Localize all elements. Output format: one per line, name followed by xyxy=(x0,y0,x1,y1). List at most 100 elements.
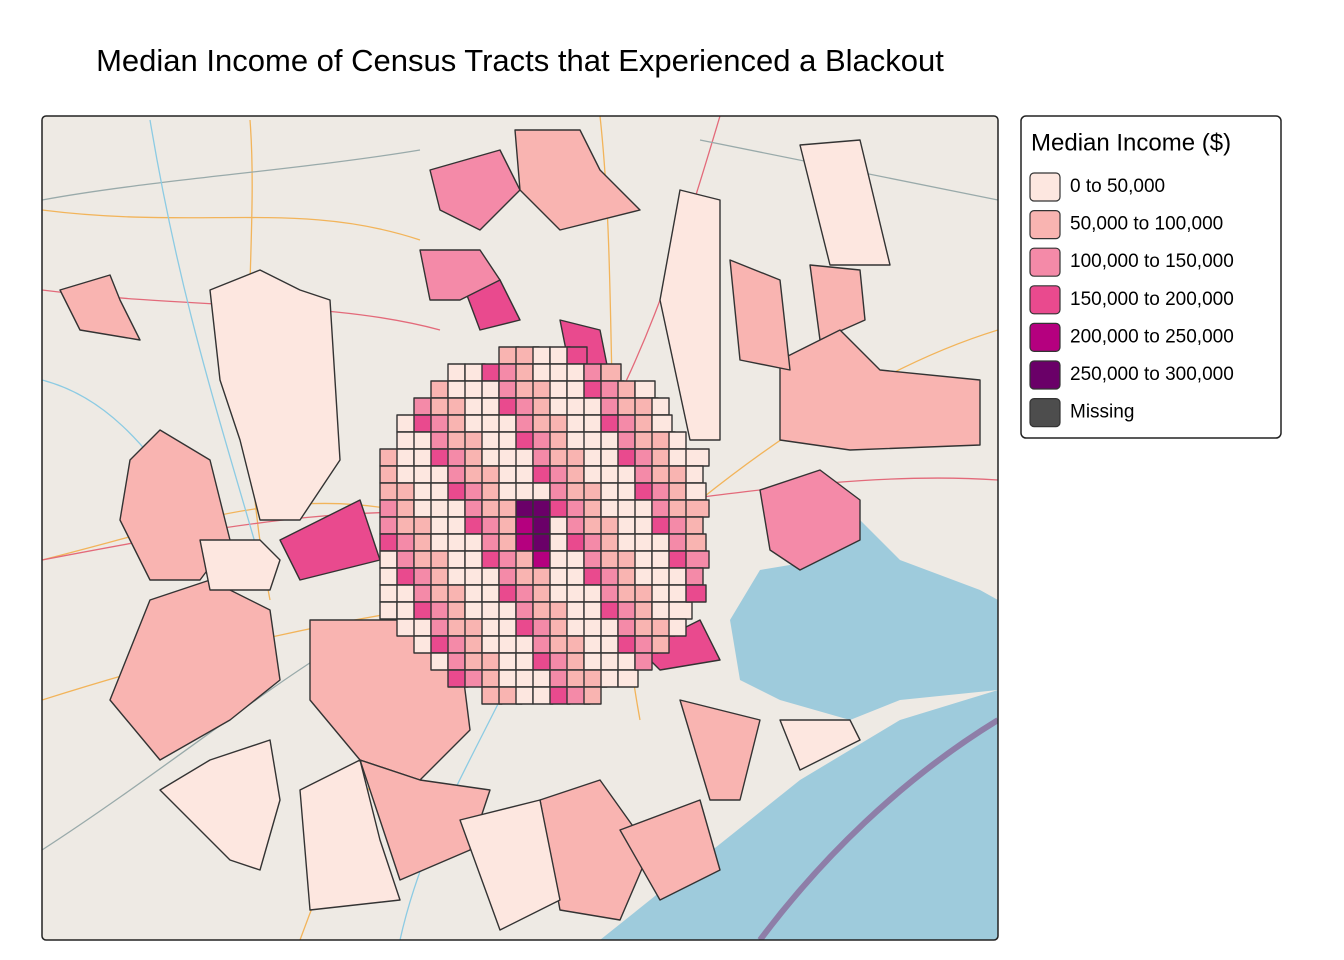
tract xyxy=(617,669,639,688)
tract xyxy=(600,363,622,382)
tract xyxy=(617,431,636,450)
tract xyxy=(600,397,619,416)
legend-swatch xyxy=(1029,172,1061,202)
tract xyxy=(498,567,517,586)
legend-label: Missing xyxy=(1070,402,1134,423)
tract xyxy=(617,567,636,586)
tract xyxy=(617,516,636,535)
tract xyxy=(515,635,534,654)
tract xyxy=(634,465,653,484)
tract xyxy=(430,465,449,484)
tract xyxy=(413,397,432,416)
tract xyxy=(668,482,687,501)
tract xyxy=(583,397,602,416)
tract xyxy=(685,482,707,501)
tract xyxy=(515,414,534,433)
tract xyxy=(447,465,466,484)
tract xyxy=(413,618,432,637)
tract xyxy=(430,380,449,399)
tract xyxy=(617,652,636,671)
tract xyxy=(396,550,415,569)
tract xyxy=(651,499,670,518)
tract xyxy=(583,686,602,705)
tract xyxy=(464,635,483,654)
tract xyxy=(685,567,704,586)
tract xyxy=(481,431,500,450)
legend-label: 0 to 50,000 xyxy=(1070,176,1165,197)
tract xyxy=(515,686,534,705)
tract xyxy=(498,652,517,671)
tract xyxy=(396,584,415,603)
legend-label: 50,000 to 100,000 xyxy=(1070,214,1223,235)
legend-swatch xyxy=(1029,322,1061,352)
tract xyxy=(651,635,670,654)
tract xyxy=(515,448,534,467)
tract xyxy=(685,550,710,569)
tract xyxy=(464,448,483,467)
tract xyxy=(685,448,710,467)
tract xyxy=(532,669,551,688)
tract xyxy=(549,516,568,535)
tract xyxy=(668,601,693,620)
legend-box xyxy=(1020,115,1282,439)
tract xyxy=(447,499,466,518)
tract xyxy=(413,431,432,450)
tract xyxy=(532,448,551,467)
tract xyxy=(583,363,602,382)
tract xyxy=(668,618,687,637)
tract xyxy=(668,431,687,450)
tract xyxy=(379,601,398,620)
tract xyxy=(447,550,466,569)
tract xyxy=(481,380,500,399)
tract xyxy=(447,414,466,433)
tract xyxy=(600,584,619,603)
tract xyxy=(549,380,568,399)
tract xyxy=(430,618,449,637)
tract xyxy=(617,465,636,484)
tract xyxy=(566,363,585,382)
tract xyxy=(600,618,619,637)
tract xyxy=(430,516,449,535)
tracts xyxy=(59,129,981,931)
tract xyxy=(617,380,636,399)
tract xyxy=(430,652,449,671)
tract xyxy=(481,567,500,586)
tract xyxy=(413,584,432,603)
tract xyxy=(379,516,398,535)
tract xyxy=(600,482,619,501)
tract xyxy=(549,482,568,501)
tract xyxy=(464,397,483,416)
tract xyxy=(498,601,517,620)
tract xyxy=(447,652,466,671)
tract xyxy=(413,482,432,501)
tract xyxy=(600,533,619,552)
legend-swatch xyxy=(1029,247,1061,277)
tract xyxy=(651,397,670,416)
tract xyxy=(481,533,500,552)
tract xyxy=(379,550,398,569)
tract xyxy=(430,567,449,586)
tract xyxy=(396,448,415,467)
tract xyxy=(532,397,551,416)
tract xyxy=(515,601,534,620)
tract xyxy=(515,499,534,518)
tract xyxy=(532,533,551,552)
tract xyxy=(583,550,602,569)
legend-label: 250,000 to 300,000 xyxy=(1070,364,1234,385)
tract xyxy=(566,465,585,484)
tract xyxy=(549,431,568,450)
tract xyxy=(413,533,432,552)
tract xyxy=(566,550,585,569)
legend-swatch xyxy=(1029,360,1061,390)
tract xyxy=(600,669,619,688)
map-frame xyxy=(41,115,999,941)
tract xyxy=(685,516,704,535)
tract xyxy=(566,516,585,535)
map xyxy=(42,116,998,940)
tract xyxy=(549,567,568,586)
tract xyxy=(481,618,500,637)
tract xyxy=(634,601,653,620)
tract xyxy=(430,431,449,450)
tract xyxy=(549,618,568,637)
tract xyxy=(464,499,483,518)
